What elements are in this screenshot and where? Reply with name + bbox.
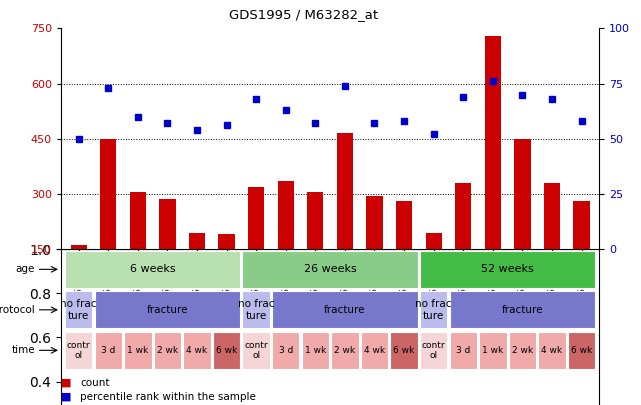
Bar: [514, 139, 531, 249]
Text: contr
ol: contr ol: [244, 341, 268, 360]
Text: protocol: protocol: [0, 305, 35, 315]
Bar: [426, 232, 442, 249]
Text: time: time: [12, 345, 35, 355]
Text: count: count: [80, 378, 110, 388]
FancyBboxPatch shape: [154, 332, 181, 369]
FancyBboxPatch shape: [242, 251, 418, 288]
FancyBboxPatch shape: [479, 332, 506, 369]
Bar: [307, 192, 324, 249]
FancyBboxPatch shape: [213, 332, 240, 369]
Bar: [278, 181, 294, 249]
FancyBboxPatch shape: [302, 332, 329, 369]
Text: 6 wk: 6 wk: [216, 346, 237, 355]
Text: 1 wk: 1 wk: [127, 346, 149, 355]
Bar: [248, 187, 264, 249]
Text: 52 weeks: 52 weeks: [481, 264, 534, 274]
Text: 6 weeks: 6 weeks: [129, 264, 176, 274]
FancyBboxPatch shape: [183, 332, 211, 369]
FancyBboxPatch shape: [390, 332, 418, 369]
Bar: [219, 234, 235, 249]
Text: 2 wk: 2 wk: [157, 346, 178, 355]
FancyBboxPatch shape: [361, 332, 388, 369]
Text: age: age: [15, 264, 35, 274]
FancyBboxPatch shape: [124, 332, 151, 369]
Text: 26 weeks: 26 weeks: [304, 264, 356, 274]
FancyBboxPatch shape: [94, 291, 240, 328]
FancyBboxPatch shape: [94, 332, 122, 369]
Bar: [337, 133, 353, 249]
Text: 1 wk: 1 wk: [304, 346, 326, 355]
FancyBboxPatch shape: [420, 332, 447, 369]
Text: 4 wk: 4 wk: [187, 346, 208, 355]
Text: contr
ol: contr ol: [67, 341, 90, 360]
FancyBboxPatch shape: [420, 251, 595, 288]
Bar: [159, 199, 176, 249]
Text: no frac
ture: no frac ture: [415, 299, 452, 321]
Text: ■: ■: [61, 392, 71, 402]
Title: GDS1995 / M63282_at: GDS1995 / M63282_at: [229, 9, 378, 21]
Bar: [129, 192, 146, 249]
FancyBboxPatch shape: [568, 332, 595, 369]
Text: 6 wk: 6 wk: [571, 346, 592, 355]
Text: no frac
ture: no frac ture: [60, 299, 97, 321]
Bar: [574, 201, 590, 249]
Text: 2 wk: 2 wk: [335, 346, 356, 355]
FancyBboxPatch shape: [65, 291, 92, 328]
Text: percentile rank within the sample: percentile rank within the sample: [80, 392, 256, 402]
Bar: [100, 139, 117, 249]
FancyBboxPatch shape: [449, 332, 477, 369]
FancyBboxPatch shape: [538, 332, 566, 369]
Text: 3 d: 3 d: [279, 346, 293, 355]
FancyBboxPatch shape: [242, 291, 270, 328]
Text: 3 d: 3 d: [456, 346, 470, 355]
Text: fracture: fracture: [502, 305, 543, 315]
FancyBboxPatch shape: [272, 291, 418, 328]
Text: 4 wk: 4 wk: [364, 346, 385, 355]
Text: contr
ol: contr ol: [422, 341, 445, 360]
Text: 6 wk: 6 wk: [394, 346, 415, 355]
Text: 4 wk: 4 wk: [542, 346, 563, 355]
Bar: [396, 201, 412, 249]
FancyBboxPatch shape: [272, 332, 299, 369]
Text: ■: ■: [61, 378, 71, 388]
Bar: [189, 232, 205, 249]
Text: 1 wk: 1 wk: [482, 346, 503, 355]
FancyBboxPatch shape: [420, 291, 447, 328]
Bar: [544, 183, 560, 249]
Text: 2 wk: 2 wk: [512, 346, 533, 355]
FancyBboxPatch shape: [509, 332, 536, 369]
Bar: [71, 245, 87, 249]
FancyBboxPatch shape: [242, 332, 270, 369]
Bar: [367, 196, 383, 249]
Text: fracture: fracture: [324, 305, 365, 315]
Text: 3 d: 3 d: [101, 346, 115, 355]
FancyBboxPatch shape: [449, 291, 595, 328]
Bar: [485, 36, 501, 249]
Bar: [455, 183, 471, 249]
FancyBboxPatch shape: [331, 332, 358, 369]
Text: fracture: fracture: [147, 305, 188, 315]
FancyBboxPatch shape: [65, 332, 92, 369]
Text: no frac
ture: no frac ture: [238, 299, 274, 321]
FancyBboxPatch shape: [65, 251, 240, 288]
